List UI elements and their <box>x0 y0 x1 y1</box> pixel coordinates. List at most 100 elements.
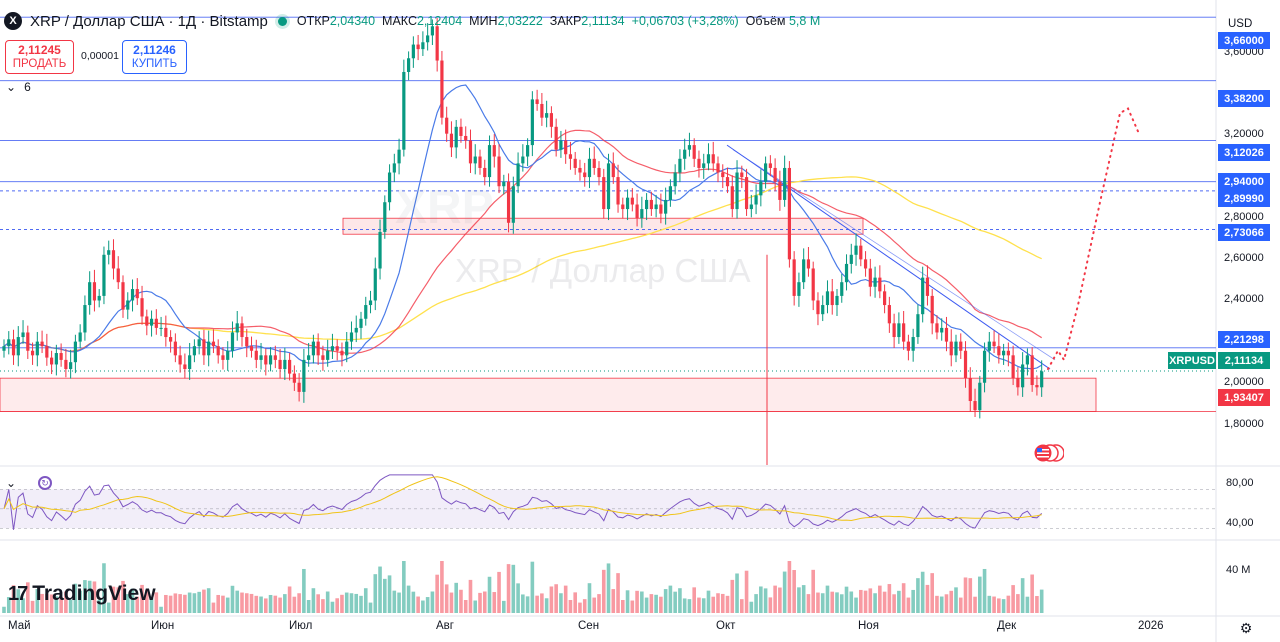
candle-body <box>616 177 620 205</box>
volume-bar <box>1035 596 1039 613</box>
support-zone <box>0 377 1097 412</box>
candle-body <box>454 126 458 148</box>
volume-bar <box>963 577 968 613</box>
level-tag[interactable]: 2,94000 <box>1218 173 1270 190</box>
volume-bar <box>697 597 701 613</box>
buy-button[interactable]: 2,11246 КУПИТЬ <box>122 40 187 74</box>
volume-bar <box>1006 595 1011 613</box>
volume-bar <box>502 600 506 613</box>
candle-body <box>687 145 692 150</box>
volume-bar <box>259 596 263 613</box>
economic-events-icon[interactable] <box>1032 443 1064 463</box>
candles <box>2 18 1044 419</box>
volume-bar <box>459 589 463 613</box>
candle-body <box>921 277 925 315</box>
tradingview-logo[interactable]: 17 TradingView <box>8 582 156 606</box>
volume-bar <box>411 591 416 613</box>
price-tick: 2,40000 <box>1224 293 1264 305</box>
volume-bar <box>868 588 873 613</box>
level-tag[interactable]: 3,38200 <box>1218 90 1270 107</box>
volume-bar <box>559 593 563 613</box>
volume-bar <box>511 564 516 613</box>
month-label: Дек <box>997 620 1017 632</box>
volume-bar <box>359 595 363 613</box>
candle-body <box>549 113 553 127</box>
level-tag[interactable]: 1,93407 <box>1218 389 1270 406</box>
volume-bar <box>692 587 696 613</box>
volume-tick: 40 M <box>1226 564 1251 576</box>
candle-body <box>897 323 901 338</box>
candle-body <box>545 113 549 118</box>
level-tag[interactable]: 2,21298 <box>1218 331 1270 348</box>
candle-body <box>1006 350 1010 356</box>
volume-bar <box>939 596 944 613</box>
level-tag[interactable]: 2,73066 <box>1218 224 1270 241</box>
candle-body <box>459 126 463 136</box>
candle-body <box>226 350 230 360</box>
candle-body <box>492 145 496 157</box>
volume-bar <box>1025 596 1030 613</box>
candle-body <box>735 172 739 210</box>
candle-body <box>592 158 596 168</box>
volume-bar <box>21 598 25 613</box>
candle-body <box>321 355 325 360</box>
sell-button[interactable]: 2,11245 ПРОДАТЬ <box>5 40 74 74</box>
volume-bar <box>678 588 682 613</box>
volume-bar <box>6 597 11 613</box>
candle-body <box>883 291 887 306</box>
volume-bar <box>540 593 544 613</box>
candle-body <box>992 341 996 347</box>
volume-bar <box>749 601 754 613</box>
refresh-icon[interactable]: ↻ <box>38 476 53 490</box>
volume-bar <box>378 566 382 613</box>
candle-body <box>640 209 644 219</box>
market-open-icon <box>277 16 287 26</box>
volume-bar <box>11 585 16 613</box>
candle-body <box>268 355 273 365</box>
volume-bar <box>264 598 268 613</box>
rsi-tick: 80,00 <box>1226 477 1254 489</box>
candle-body <box>383 202 387 232</box>
candle-body <box>249 346 254 351</box>
indicators-toggle[interactable]: ⌄ 6 <box>6 80 31 94</box>
candle-body <box>516 163 520 187</box>
currency-selector[interactable]: USD <box>1228 18 1253 30</box>
gear-icon[interactable]: ⚙ <box>1239 620 1253 636</box>
level-tag[interactable]: 3,12026 <box>1218 144 1270 161</box>
volume-bar <box>125 594 130 613</box>
volume-bar <box>916 578 920 613</box>
level-tag[interactable]: 2,89990 <box>1218 190 1270 207</box>
volume-bar <box>268 594 273 613</box>
candle-body <box>526 145 530 157</box>
candle-body <box>407 58 411 72</box>
candle-body <box>311 341 315 356</box>
candle-body <box>725 177 730 187</box>
volume-bar <box>973 596 977 613</box>
volume-bar <box>321 599 325 613</box>
volume-bar <box>83 580 87 613</box>
candle-body <box>259 355 263 360</box>
volume-bar <box>16 589 21 613</box>
candle-body <box>59 353 63 360</box>
volume-bar <box>525 596 530 613</box>
candle-body <box>625 197 630 210</box>
candle-body <box>473 156 477 164</box>
symbol-title[interactable]: XRP / Доллар США · 1Д · Bitstamp <box>30 12 268 30</box>
candle-body <box>664 199 668 214</box>
candle-body <box>659 204 663 214</box>
volume-bar <box>221 595 225 613</box>
close-value: 2,11134 <box>581 14 625 28</box>
candle-body <box>221 355 225 360</box>
volume-bar <box>363 588 368 613</box>
volume-bar <box>682 598 687 613</box>
volume-bar <box>887 584 892 613</box>
candle-body <box>997 346 1001 356</box>
level-tag[interactable]: 3,66000 <box>1218 32 1270 49</box>
rsi-legend[interactable]: ⌄ ↻ <box>6 476 53 490</box>
volume-bar <box>882 591 887 613</box>
volume-bar <box>254 595 259 613</box>
volume-bar <box>116 587 121 613</box>
volume-bar <box>340 594 344 613</box>
